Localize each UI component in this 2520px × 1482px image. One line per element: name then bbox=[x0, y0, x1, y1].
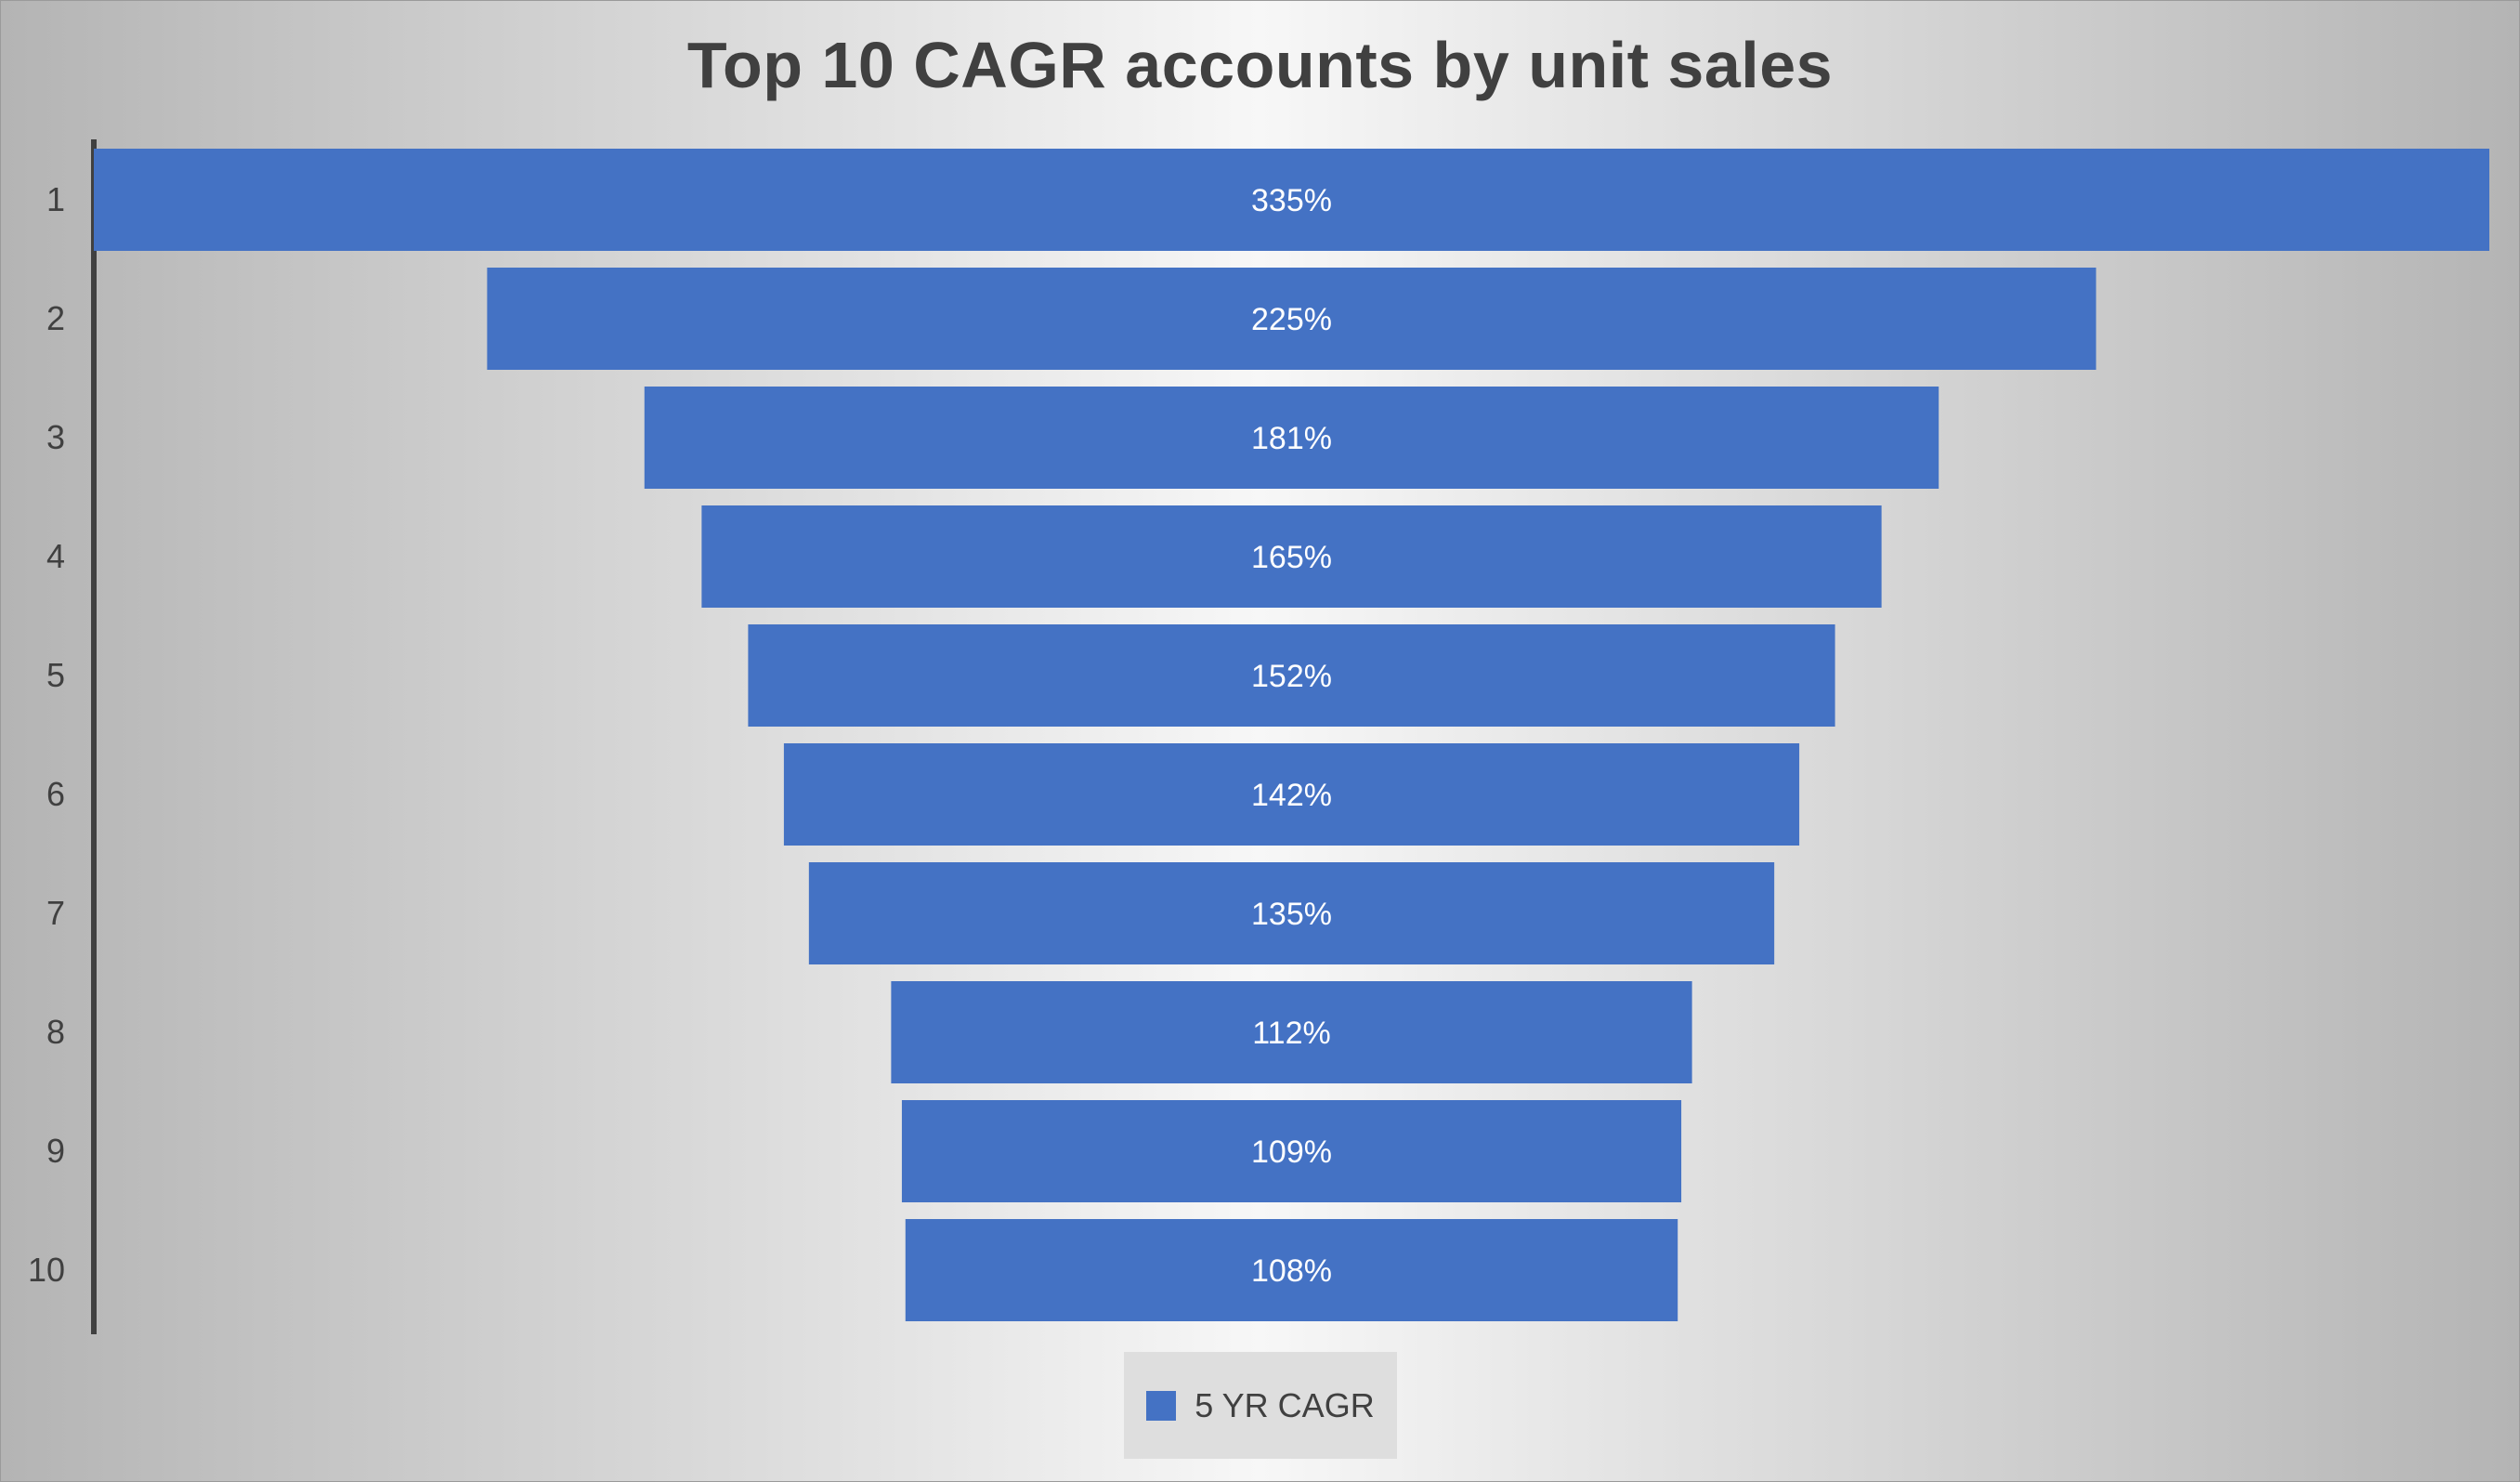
funnel-bar-4[interactable] bbox=[701, 505, 1882, 608]
legend[interactable]: 5 YR CAGR bbox=[1124, 1352, 1397, 1459]
funnel-bar-1[interactable] bbox=[94, 149, 2489, 251]
data-label-3: 181% bbox=[1251, 421, 1332, 456]
category-tick-label-10: 10 bbox=[28, 1251, 65, 1289]
chart-title: Top 10 CAGR accounts by unit sales bbox=[686, 29, 1834, 101]
data-label-2: 225% bbox=[1251, 302, 1332, 337]
category-tick-label-3: 3 bbox=[46, 418, 65, 456]
funnel-bar-2[interactable] bbox=[487, 268, 2096, 370]
data-label-7: 135% bbox=[1251, 897, 1332, 932]
data-label-5: 152% bbox=[1251, 659, 1332, 694]
category-tick-label-8: 8 bbox=[46, 1013, 65, 1051]
data-label-9: 109% bbox=[1251, 1134, 1332, 1170]
category-tick-label-1: 1 bbox=[46, 180, 65, 218]
data-label-6: 142% bbox=[1251, 778, 1332, 813]
funnel-bar-5[interactable] bbox=[748, 624, 1835, 727]
category-tick-label-7: 7 bbox=[46, 894, 65, 932]
category-tick-label-5: 5 bbox=[46, 656, 65, 694]
funnel-bar-7[interactable] bbox=[808, 862, 1775, 964]
category-tick-label-2: 2 bbox=[46, 299, 65, 337]
funnel-bar-9[interactable] bbox=[901, 1100, 1682, 1202]
category-tick-label-9: 9 bbox=[46, 1132, 65, 1170]
data-label-4: 165% bbox=[1251, 540, 1332, 575]
funnel-bar-6[interactable] bbox=[783, 743, 1800, 846]
data-label-10: 108% bbox=[1251, 1253, 1332, 1289]
funnel-bar-8[interactable] bbox=[891, 981, 1692, 1083]
funnel-bar-10[interactable] bbox=[905, 1219, 1678, 1321]
data-label-1: 335% bbox=[1251, 183, 1332, 218]
data-label-8: 112% bbox=[1252, 1016, 1330, 1051]
category-tick-label-4: 4 bbox=[46, 537, 65, 575]
legend-label: 5 YR CAGR bbox=[1195, 1385, 1375, 1424]
category-tick-label-6: 6 bbox=[46, 775, 65, 813]
legend-swatch bbox=[1146, 1390, 1177, 1421]
funnel-bar-3[interactable] bbox=[644, 387, 1939, 489]
